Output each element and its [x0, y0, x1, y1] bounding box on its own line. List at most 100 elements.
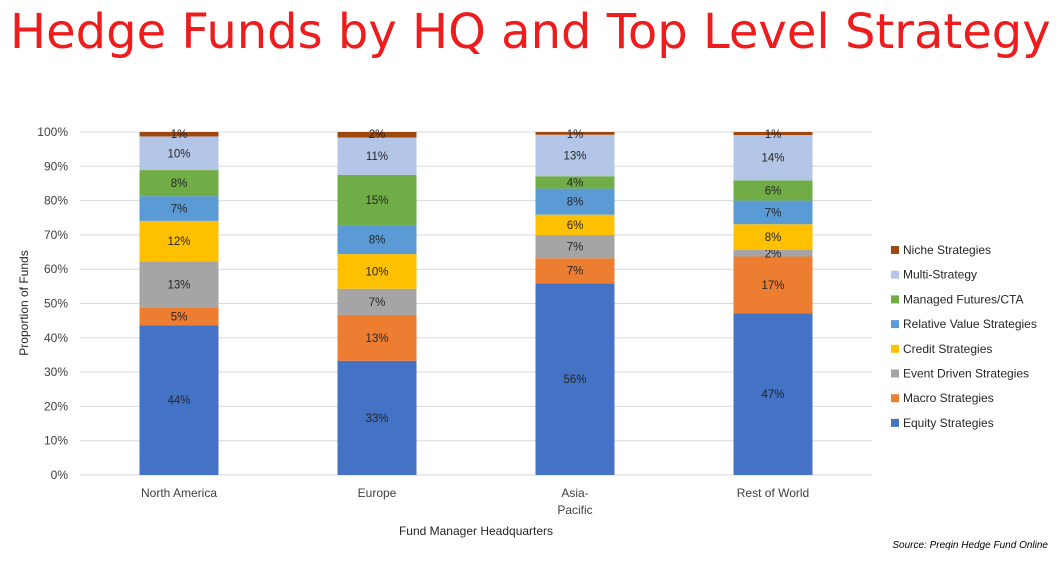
- bar-segment: [535, 283, 615, 475]
- x-axis-label: Fund Manager Headquarters: [399, 524, 553, 538]
- legend-swatch: [891, 246, 899, 254]
- bar-segment: [733, 200, 813, 225]
- y-axis-label: Proportion of Funds: [17, 250, 31, 355]
- y-tick-label: 0%: [51, 468, 69, 482]
- data-label: 1%: [765, 129, 782, 141]
- data-label: 8%: [765, 232, 782, 244]
- bar-segment: [139, 132, 219, 137]
- data-label: 8%: [567, 197, 584, 209]
- bar-segment: [337, 174, 417, 225]
- bar-segment: [733, 249, 813, 257]
- data-label: 13%: [167, 279, 190, 291]
- legend-swatch: [891, 418, 899, 427]
- bar-segment: [139, 220, 219, 262]
- y-axis-ticks: 0% 10% 20% 30% 40% 50% 60% 70% 80% 90% 100%: [37, 125, 68, 482]
- legend-swatch: [891, 320, 899, 329]
- data-label: 13%: [365, 333, 388, 345]
- page-title: Hedge Funds by HQ and Top Level Strategy: [10, 4, 1051, 60]
- legend-entry: Managed Futures/CTA: [903, 292, 1024, 306]
- y-tick-label: 50%: [44, 297, 68, 311]
- y-tick-label: 90%: [44, 159, 68, 173]
- data-label: 7%: [171, 203, 188, 215]
- bar-segment: [535, 134, 615, 177]
- data-label: 1%: [171, 129, 188, 141]
- data-label: 47%: [761, 389, 784, 401]
- bar-segment: [733, 132, 813, 136]
- bar-segment: [535, 132, 615, 135]
- bar-segment: [139, 196, 219, 221]
- bar-stacks: 44% 5% 13% 12% 7% 8% 10% 1% 33% 13% 7% 10% 8% 15% 11% 2…: [139, 129, 813, 475]
- bar-segment: [337, 224, 417, 255]
- data-label: 33%: [365, 413, 388, 425]
- data-label: 8%: [369, 235, 386, 247]
- x-tick-label: North America: [141, 486, 217, 500]
- data-label: 6%: [567, 220, 584, 232]
- y-tick-label: 30%: [44, 365, 68, 379]
- data-label: 44%: [167, 395, 190, 407]
- legend-swatch: [891, 394, 899, 403]
- x-tick-label: Asia-: [561, 486, 588, 500]
- legend-entry: Equity Strategies: [903, 416, 994, 430]
- x-tick-label: Europe: [358, 486, 397, 500]
- legend-entry: Macro Strategies: [903, 391, 994, 405]
- bar-segment: [337, 360, 417, 475]
- bar-segment: [535, 234, 615, 259]
- bar-segment: [337, 137, 417, 175]
- data-label: 10%: [167, 148, 190, 160]
- legend-swatch: [891, 295, 899, 304]
- data-label: 8%: [171, 178, 188, 190]
- data-label: 2%: [369, 129, 386, 141]
- data-label: 56%: [563, 374, 586, 386]
- legend-swatch: [891, 270, 899, 279]
- y-tick-label: 40%: [44, 331, 68, 345]
- data-label: 12%: [167, 236, 190, 248]
- data-label: 13%: [563, 150, 586, 162]
- bar-segment: [733, 256, 813, 314]
- bar-segment: [139, 170, 219, 197]
- bar-segment: [139, 325, 219, 475]
- bar-segment: [139, 307, 219, 326]
- data-label: 11%: [366, 151, 388, 163]
- bar-segment: [535, 258, 615, 284]
- legend-entry: Credit Strategies: [903, 342, 992, 356]
- data-label: 14%: [761, 153, 784, 165]
- data-label: 6%: [765, 185, 782, 197]
- y-tick-label: 80%: [44, 194, 68, 208]
- data-label: 10%: [365, 266, 388, 278]
- data-label: 17%: [761, 280, 784, 292]
- bar-segment: [535, 188, 615, 215]
- legend-entry: Niche Strategies: [903, 243, 991, 257]
- bar-segment: [139, 261, 219, 308]
- y-tick-label: 100%: [37, 125, 68, 139]
- data-label: 7%: [765, 207, 782, 219]
- data-label: 7%: [567, 266, 584, 278]
- legend-entry: Multi-Strategy: [903, 268, 977, 282]
- bar-segment: [337, 254, 417, 289]
- data-label: 5%: [171, 311, 188, 323]
- data-label: 2%: [765, 248, 782, 260]
- bar-segment: [139, 136, 219, 171]
- legend-entry: Relative Value Strategies: [903, 317, 1037, 331]
- bar-segment: [337, 132, 417, 138]
- x-axis-ticks: North America Europe Asia- Pacific Rest of W…: [141, 486, 809, 517]
- data-label: 7%: [369, 297, 386, 309]
- bar-segment: [733, 135, 813, 181]
- x-tick-label: Pacific: [557, 503, 592, 517]
- legend-swatch: [891, 369, 899, 378]
- bar-segment: [733, 224, 813, 250]
- y-tick-label: 20%: [44, 399, 68, 413]
- y-tick-label: 60%: [44, 262, 68, 276]
- legend: Niche Strategies Multi-Strategy Managed Fu…: [891, 243, 1037, 430]
- bar-segment: [733, 313, 813, 475]
- data-label: 1%: [567, 129, 584, 141]
- y-tick-label: 70%: [44, 228, 68, 242]
- data-label: 15%: [365, 195, 388, 207]
- y-tick-label: 10%: [44, 434, 68, 448]
- bar-segment: [733, 180, 813, 201]
- data-label: 4%: [567, 177, 584, 189]
- bar-segment: [535, 214, 615, 235]
- bar-segment: [337, 314, 417, 361]
- legend-swatch: [891, 344, 899, 353]
- source-note: Source: Preqin Hedge Fund Online: [892, 540, 1048, 551]
